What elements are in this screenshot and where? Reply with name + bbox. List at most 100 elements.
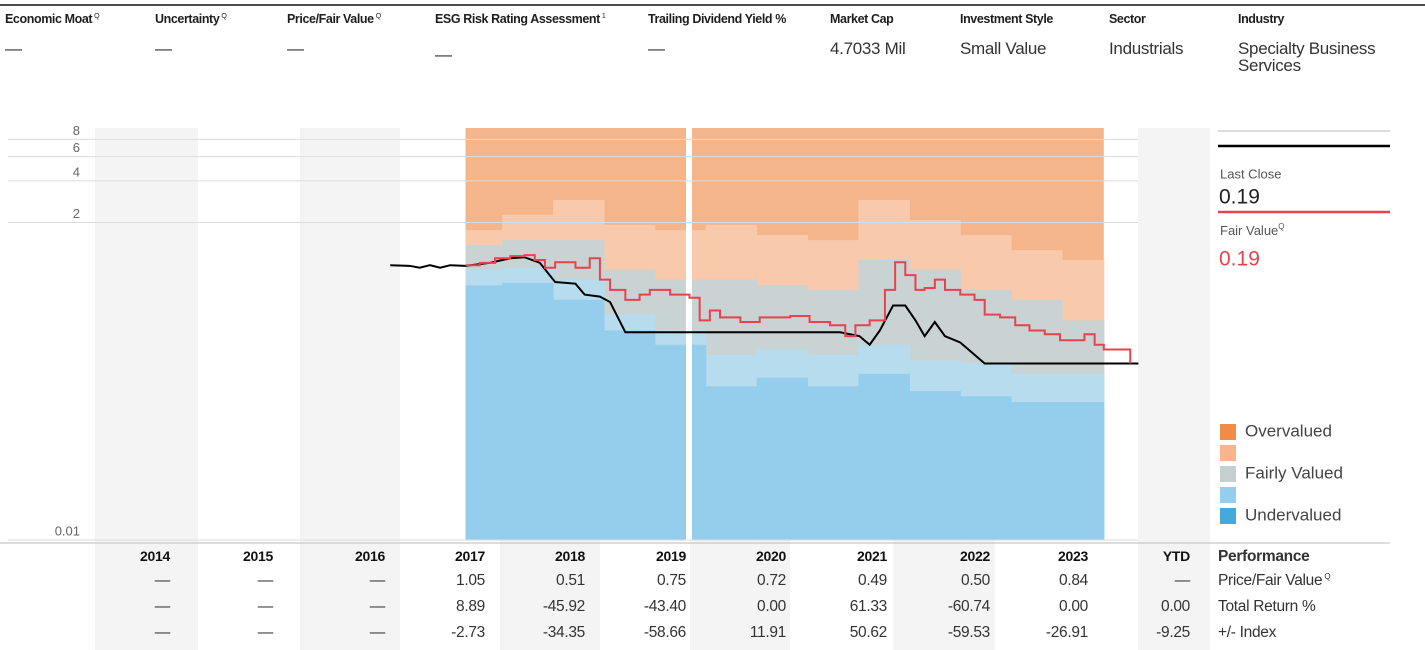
y-tick-label: 4 bbox=[73, 164, 80, 179]
header-note: 1 bbox=[601, 12, 606, 20]
table-cell: -59.53 bbox=[947, 624, 990, 641]
header-value-text: — bbox=[155, 39, 172, 58]
row-label-text: Total Return % bbox=[1218, 598, 1316, 615]
header-label: Trailing Dividend Yield % bbox=[648, 12, 786, 26]
header-value-text: 4.7033 Mil bbox=[830, 39, 906, 58]
table-cell: — bbox=[154, 572, 171, 589]
y-tick-label: 0.01 bbox=[55, 523, 80, 538]
legend-swatch bbox=[1220, 487, 1236, 503]
table-cell: 0.50 bbox=[961, 572, 990, 589]
valuation-band bbox=[553, 299, 605, 540]
valuation-band bbox=[858, 373, 910, 540]
header-value-text: — bbox=[435, 45, 452, 64]
y-tick-label: 2 bbox=[73, 206, 80, 221]
valuation-band bbox=[654, 344, 707, 540]
y-tick-label: 8 bbox=[73, 123, 80, 138]
last-close-value: 0.19 bbox=[1219, 186, 1260, 209]
row-label: Price/Fair Value Q bbox=[1218, 572, 1331, 590]
table-cell: 0.75 bbox=[657, 572, 686, 589]
valuation-band bbox=[1011, 402, 1063, 540]
header-label-text: Price/Fair Value bbox=[287, 12, 374, 26]
header-value-text: Industrials bbox=[1109, 39, 1184, 58]
table-cell: 0.84 bbox=[1059, 572, 1088, 589]
table-cell: 0.00 bbox=[1161, 598, 1190, 615]
column-shade bbox=[300, 128, 400, 650]
header-label: Market Cap bbox=[830, 12, 894, 26]
fair-value-note: Q bbox=[1278, 222, 1284, 231]
table-cell: -43.40 bbox=[643, 598, 686, 615]
table-cell: — bbox=[369, 624, 386, 641]
table-cell: — bbox=[369, 572, 386, 589]
header-value: 4.7033 Mil bbox=[830, 40, 970, 57]
legend-label: Undervalued bbox=[1245, 505, 1341, 524]
header-note: Q bbox=[221, 12, 227, 20]
table-cell: -60.74 bbox=[947, 598, 990, 615]
year-header: 2016 bbox=[355, 548, 385, 564]
header-value: Small Value bbox=[960, 40, 1100, 57]
header-note: Q bbox=[94, 12, 100, 20]
year-header: 2022 bbox=[960, 548, 990, 564]
header-label: Uncertainty Q bbox=[155, 12, 227, 26]
table-cell: 8.89 bbox=[456, 598, 485, 615]
valuation-band bbox=[960, 396, 1012, 540]
header-value: — bbox=[5, 40, 145, 57]
year-header: YTD bbox=[1162, 548, 1190, 564]
table-cell: -45.92 bbox=[542, 598, 585, 615]
valuation-band bbox=[756, 377, 809, 540]
table-cell: — bbox=[1174, 572, 1191, 589]
header-note: Q bbox=[375, 12, 381, 20]
valuation-band bbox=[603, 330, 656, 540]
header-value: — bbox=[648, 40, 788, 57]
table-cell: -2.73 bbox=[451, 624, 485, 641]
performance-title: Performance bbox=[1218, 548, 1310, 565]
year-header: 2023 bbox=[1058, 548, 1088, 564]
legend-swatch bbox=[1220, 508, 1236, 524]
table-cell: 0.51 bbox=[556, 572, 585, 589]
legend-swatch bbox=[1220, 424, 1236, 440]
header-label: ESG Risk Rating Assessment 1 bbox=[435, 12, 606, 26]
valuation-band bbox=[1062, 402, 1105, 540]
table-cell: 0.00 bbox=[757, 598, 786, 615]
valuation-band bbox=[705, 386, 758, 540]
legend-label: Fairly Valued bbox=[1245, 463, 1343, 482]
fair-value-value: 0.19 bbox=[1219, 248, 1260, 271]
year-header: 2019 bbox=[656, 548, 686, 564]
header-label-text: Uncertainty bbox=[155, 12, 220, 26]
row-note: Q bbox=[1324, 572, 1331, 581]
fair-value-label-text: Fair Value bbox=[1220, 223, 1278, 238]
header-value: — bbox=[155, 40, 295, 57]
header-value-text: — bbox=[287, 39, 304, 58]
header-value: — bbox=[287, 40, 427, 57]
table-cell: 11.91 bbox=[749, 624, 786, 641]
header-value-text: Specialty Business Services bbox=[1238, 39, 1376, 75]
price-line bbox=[465, 254, 1132, 364]
header-label: Economic Moat Q bbox=[5, 12, 100, 26]
year-header: 2018 bbox=[555, 548, 585, 564]
table-cell: -34.35 bbox=[542, 624, 585, 641]
valuation-band bbox=[909, 391, 961, 540]
header-label-text: Market Cap bbox=[830, 12, 894, 26]
row-label-text: Price/Fair Value bbox=[1218, 572, 1323, 590]
table-cell: -9.25 bbox=[1156, 624, 1190, 641]
legend-label: Overvalued bbox=[1245, 421, 1332, 440]
table-cell: 50.62 bbox=[849, 624, 888, 641]
valuation-band bbox=[807, 386, 859, 540]
year-header: 2021 bbox=[857, 548, 887, 564]
table-cell: 1.05 bbox=[456, 572, 485, 589]
table-cell: — bbox=[257, 572, 274, 589]
table-cell: 0.72 bbox=[757, 572, 786, 589]
row-label: +/- Index bbox=[1218, 624, 1276, 642]
year-header: 2017 bbox=[455, 548, 485, 564]
header-label-text: ESG Risk Rating Assessment bbox=[435, 12, 600, 26]
year-header: 2015 bbox=[243, 548, 273, 564]
table-cell: -26.91 bbox=[1045, 624, 1088, 641]
header-label: Price/Fair Value Q bbox=[287, 12, 381, 26]
table-cell: -58.66 bbox=[643, 624, 686, 641]
header-label: Investment Style bbox=[960, 12, 1053, 26]
y-tick-label: 6 bbox=[73, 140, 80, 155]
year-header: 2020 bbox=[756, 548, 786, 564]
header-label-text: Investment Style bbox=[960, 12, 1053, 26]
header-value-text: Small Value bbox=[960, 39, 1047, 58]
header-label-text: Trailing Dividend Yield % bbox=[648, 12, 786, 26]
